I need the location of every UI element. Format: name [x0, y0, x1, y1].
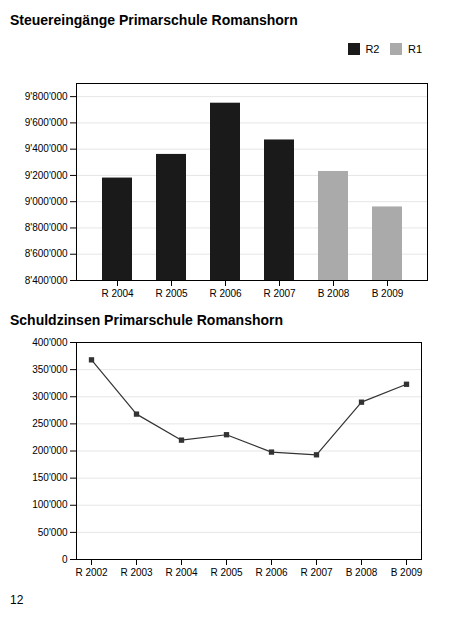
html-text:R1: R1 [407, 42, 422, 55]
svg-text:8'400'000: 8'400'000 [25, 274, 68, 285]
svg-text:R 2007: R 2007 [300, 566, 333, 577]
html-text:Schuldzinsen Primarschule Roma: Schuldzinsen Primarschule Romanshorn [10, 311, 284, 328]
svg-text:100'000: 100'000 [32, 499, 68, 510]
svg-text:8'800'000: 8'800'000 [25, 222, 68, 233]
html-text:Steuereingänge Primarschule Ro: Steuereingänge Primarschule Romanshorn [10, 12, 298, 28]
svg-text:200'000: 200'000 [32, 445, 68, 456]
svg-text:B 2009: B 2009 [391, 566, 423, 577]
svg-text:R 2003: R 2003 [120, 566, 153, 577]
html-text:R2: R2 [365, 42, 380, 55]
svg-text:8'600'000: 8'600'000 [25, 248, 68, 259]
svg-text:9'600'000: 9'600'000 [25, 117, 68, 128]
svg-text:50'000: 50'000 [38, 526, 68, 537]
svg-text:B 2009: B 2009 [372, 287, 404, 298]
svg-text:R 2006: R 2006 [255, 566, 288, 577]
svg-text:B 2008: B 2008 [346, 566, 378, 577]
svg-text:R 2005: R 2005 [155, 287, 188, 298]
svg-text:350'000: 350'000 [32, 363, 68, 374]
svg-text:R 2004: R 2004 [165, 566, 198, 577]
svg-text:9'800'000: 9'800'000 [25, 90, 68, 101]
svg-text:400'000: 400'000 [32, 336, 68, 347]
svg-text:150'000: 150'000 [32, 472, 68, 483]
svg-text:9'400'000: 9'400'000 [25, 143, 68, 154]
svg-text:R 2007: R 2007 [263, 287, 296, 298]
svg-text:0: 0 [62, 553, 68, 564]
svg-text:250'000: 250'000 [32, 418, 68, 429]
svg-text:9'000'000: 9'000'000 [25, 195, 68, 206]
svg-text:R 2002: R 2002 [75, 566, 108, 577]
svg-text:300'000: 300'000 [32, 390, 68, 401]
html-text:12: 12 [10, 592, 24, 607]
svg-text:R 2005: R 2005 [210, 566, 243, 577]
svg-text:R 2006: R 2006 [209, 287, 242, 298]
svg-text:9'200'000: 9'200'000 [25, 169, 68, 180]
svg-text:B 2008: B 2008 [318, 287, 350, 298]
svg-text:R 2004: R 2004 [101, 287, 134, 298]
